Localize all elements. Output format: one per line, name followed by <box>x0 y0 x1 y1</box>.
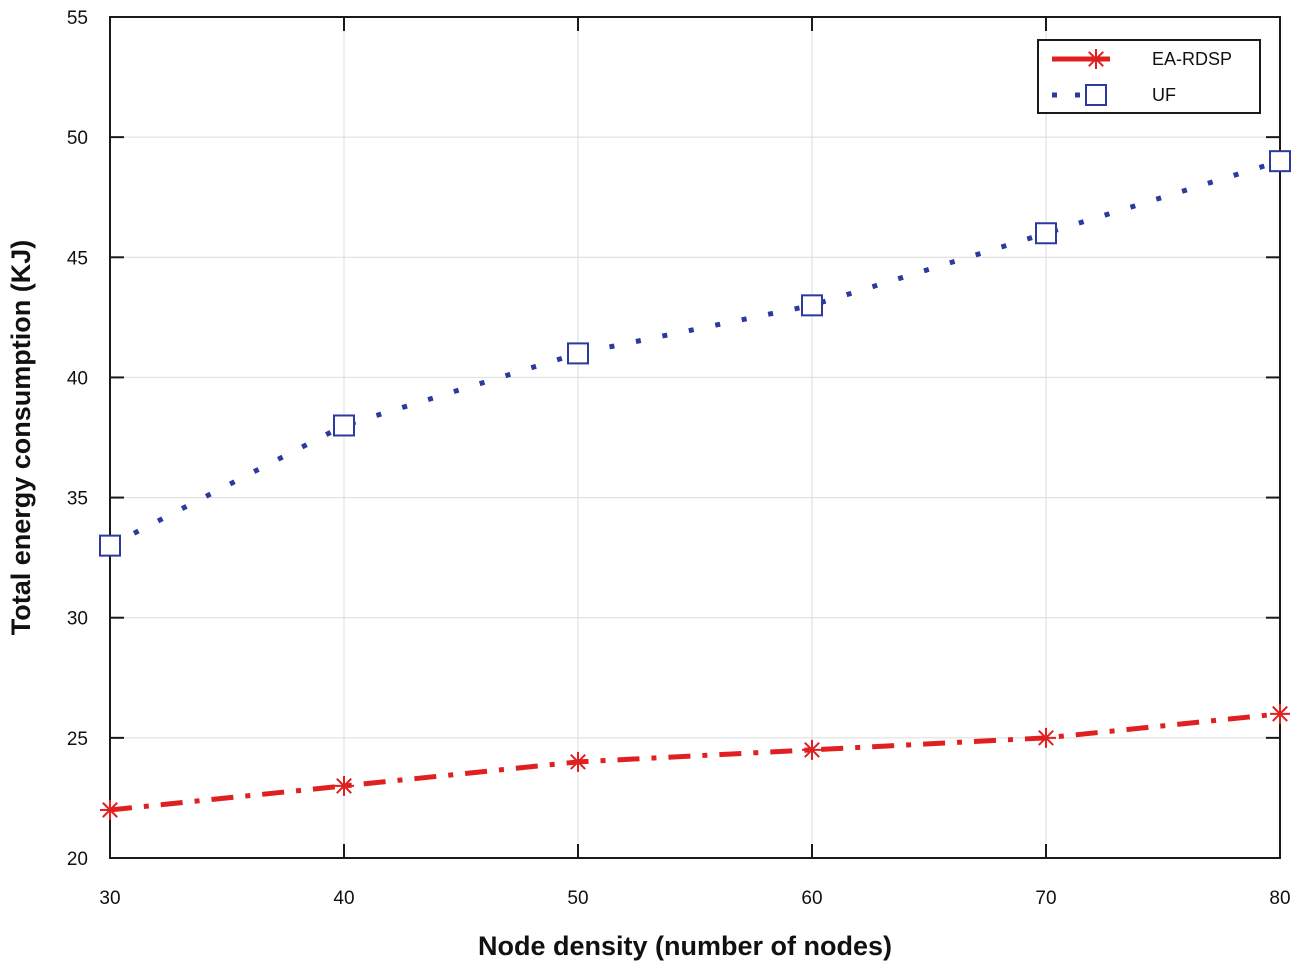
data-point <box>1085 84 1107 106</box>
data-point <box>333 414 355 437</box>
y-tick-label: 20 <box>67 849 88 870</box>
legend: EA-RDSP UF <box>1037 39 1261 114</box>
legend-label: EA-RDSP <box>1152 49 1232 69</box>
data-point <box>568 751 588 772</box>
data-point-stroke <box>1272 705 1288 722</box>
y-tick-label: 35 <box>67 489 88 510</box>
data-point <box>1086 49 1106 69</box>
axes-frame <box>109 16 1281 859</box>
x-tick-label: 70 <box>1035 888 1056 909</box>
data-point-stroke <box>1038 729 1054 746</box>
data-point-stroke <box>1088 51 1104 67</box>
y-tick-label: 50 <box>67 128 88 149</box>
data-point <box>801 294 823 317</box>
data-point <box>334 775 354 796</box>
x-tick-label: 50 <box>567 888 588 909</box>
data-point <box>802 739 822 760</box>
data-point <box>100 799 120 820</box>
data-point <box>1035 222 1057 245</box>
legend-item: EA-RDSP <box>1052 49 1232 69</box>
data-point <box>567 342 589 365</box>
x-axis-title: Node density (number of nodes) <box>478 931 892 961</box>
y-tick-label: 30 <box>67 609 88 630</box>
series-markers-uf <box>99 150 1291 557</box>
y-tick-label: 25 <box>67 729 88 750</box>
data-point-stroke <box>804 741 820 758</box>
data-point <box>99 534 121 557</box>
data-point <box>1270 703 1290 724</box>
x-tick-label: 80 <box>1269 888 1290 909</box>
series-line-uf <box>108 158 1281 548</box>
plot-area <box>110 17 1280 858</box>
series-markers-ea-rdsp <box>100 703 1290 820</box>
y-tick-label: 40 <box>67 368 88 389</box>
x-tick-label: 60 <box>801 888 822 909</box>
y-tick-label: 55 <box>67 8 88 29</box>
data-point-stroke <box>102 802 118 818</box>
series-line-ea-rdsp <box>109 711 1281 813</box>
data-point-stroke <box>336 778 352 794</box>
x-tick-label: 40 <box>333 888 354 909</box>
data-point <box>1269 150 1291 173</box>
legend-box <box>1037 39 1261 114</box>
legend-label: UF <box>1152 85 1176 105</box>
x-tick-label: 30 <box>99 888 120 909</box>
data-point <box>1036 727 1056 748</box>
y-axis-title: Total energy consumption (KJ) <box>6 240 36 636</box>
data-point-stroke <box>570 753 586 770</box>
y-tick-label: 45 <box>67 248 88 269</box>
legend-item: UF <box>1052 84 1176 106</box>
